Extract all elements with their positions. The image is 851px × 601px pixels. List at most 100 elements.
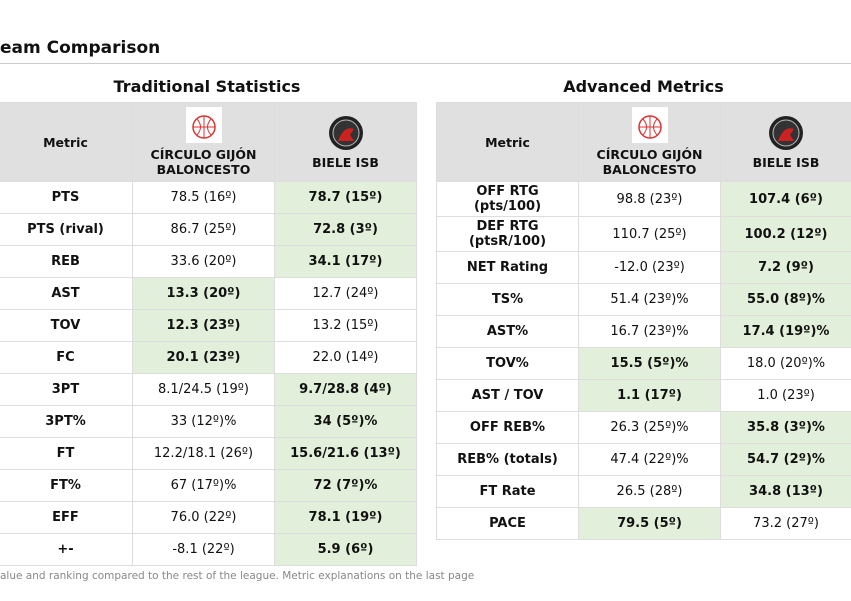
team-logo xyxy=(185,107,222,143)
metric-name: PTS xyxy=(0,181,133,214)
metric-name: REB% (totals) xyxy=(436,443,579,476)
stat-value: 86.7 (25º) xyxy=(132,213,275,246)
stat-value: 1.0 (23º) xyxy=(720,379,851,412)
stat-value: 72 (7º)% xyxy=(274,469,417,502)
stat-value: 17.4 (19º)% xyxy=(720,315,851,348)
stat-row: REB% (totals) 47.4 (22º)% 54.7 (2º)% xyxy=(436,443,851,476)
table-title: Advanced Metrics xyxy=(563,77,724,96)
stat-value: 35.8 (3º)% xyxy=(720,411,851,444)
stats-table: Metric CÍRCULO GIJÓN BALONCESTO BIELE ISB O… xyxy=(436,102,851,540)
metric-name: FT Rate xyxy=(436,475,579,508)
stat-row: DEF RTG (ptsR/100) 110.7 (25º) 100.2 (12º) xyxy=(436,216,851,252)
stat-value: 78.5 (16º) xyxy=(132,181,275,214)
stat-value: 9.7/28.8 (4º) xyxy=(274,373,417,406)
metric-name: OFF REB% xyxy=(436,411,579,444)
stat-row: NET Rating -12.0 (23º) 7.2 (9º) xyxy=(436,251,851,284)
stat-row: TS% 51.4 (23º)% 55.0 (8º)% xyxy=(436,283,851,316)
stat-value: 47.4 (22º)% xyxy=(578,443,721,476)
team-logo xyxy=(328,115,363,150)
stat-value: 15.6/21.6 (13º) xyxy=(274,437,417,470)
stat-value: 67 (17º)% xyxy=(132,469,275,502)
stat-value: 26.3 (25º)% xyxy=(578,411,721,444)
metric-name: DEF RTG (ptsR/100) xyxy=(436,216,579,252)
stat-value: 78.1 (19º) xyxy=(274,501,417,534)
stat-value: -8.1 (22º) xyxy=(132,533,275,566)
column-header: BIELE ISB xyxy=(720,102,851,182)
column-label: CÍRCULO GIJÓN BALONCESTO xyxy=(150,147,257,177)
stat-value: 12.7 (24º) xyxy=(274,277,417,310)
stat-row: TOV% 15.5 (5º)% 18.0 (20º)% xyxy=(436,347,851,380)
stat-value: 34 (5º)% xyxy=(274,405,417,438)
column-header: Metric xyxy=(0,102,133,182)
stat-value: 22.0 (14º) xyxy=(274,341,417,374)
stat-value: 33 (12º)% xyxy=(132,405,275,438)
stat-value: 107.4 (6º) xyxy=(720,181,851,217)
stats-table: Metric CÍRCULO GIJÓN BALONCESTO BIELE ISB P… xyxy=(0,102,417,566)
stat-value: 20.1 (23º) xyxy=(132,341,275,374)
stat-row: AST% 16.7 (23º)% 17.4 (19º)% xyxy=(436,315,851,348)
column-header: CÍRCULO GIJÓN BALONCESTO xyxy=(578,102,721,182)
stat-row: FT Rate 26.5 (28º) 34.8 (13º) xyxy=(436,475,851,508)
stat-value: 12.2/18.1 (26º) xyxy=(132,437,275,470)
column-label: Metric xyxy=(43,134,88,150)
stat-value: 18.0 (20º)% xyxy=(720,347,851,380)
footnote: alue and ranking compared to the rest of… xyxy=(0,570,475,582)
stat-value: 13.3 (20º) xyxy=(132,277,275,310)
metric-name: REB xyxy=(0,245,133,278)
stat-value: 51.4 (23º)% xyxy=(578,283,721,316)
metric-name: FT xyxy=(0,437,133,470)
metric-name: PTS (rival) xyxy=(0,213,133,246)
stat-value: 1.1 (17º) xyxy=(578,379,721,412)
stat-value: 13.2 (15º) xyxy=(274,309,417,342)
stat-row: REB 33.6 (20º) 34.1 (17º) xyxy=(0,245,417,278)
column-header: Metric xyxy=(436,102,579,182)
stat-row: 3PT 8.1/24.5 (19º) 9.7/28.8 (4º) xyxy=(0,373,417,406)
metric-name: 3PT xyxy=(0,373,133,406)
stat-value: 16.7 (23º)% xyxy=(578,315,721,348)
stat-row: PTS (rival) 86.7 (25º) 72.8 (3º) xyxy=(0,213,417,246)
metric-name: +- xyxy=(0,533,133,566)
stat-row: +- -8.1 (22º) 5.9 (6º) xyxy=(0,533,417,566)
stat-row: PTS 78.5 (16º) 78.7 (15º) xyxy=(0,181,417,214)
stat-row: OFF RTG (pts/100) 98.8 (23º) 107.4 (6º) xyxy=(436,181,851,217)
stat-value: 73.2 (27º) xyxy=(720,507,851,540)
team-logo xyxy=(769,115,803,150)
metric-name: AST% xyxy=(436,315,579,348)
stat-value: 76.0 (22º) xyxy=(132,501,275,534)
stat-row: OFF REB% 26.3 (25º)% 35.8 (3º)% xyxy=(436,411,851,444)
metric-name: TOV xyxy=(0,309,133,342)
metric-name: PACE xyxy=(436,507,579,540)
stat-value: 34.1 (17º) xyxy=(274,245,417,278)
stat-row: FT 12.2/18.1 (26º) 15.6/21.6 (13º) xyxy=(0,437,417,470)
column-label: BIELE ISB xyxy=(752,154,820,170)
stat-value: -12.0 (23º) xyxy=(578,251,721,284)
metric-name: FT% xyxy=(0,469,133,502)
metric-name: OFF RTG (pts/100) xyxy=(436,181,579,217)
metric-name: TS% xyxy=(436,283,579,316)
stat-row: FC 20.1 (23º) 22.0 (14º) xyxy=(0,341,417,374)
stat-row: AST 13.3 (20º) 12.7 (24º) xyxy=(0,277,417,310)
stat-value: 12.3 (23º) xyxy=(132,309,275,342)
column-header: CÍRCULO GIJÓN BALONCESTO xyxy=(132,102,275,182)
stat-value: 15.5 (5º)% xyxy=(578,347,721,380)
stat-row: PACE 79.5 (5º) 73.2 (27º) xyxy=(436,507,851,540)
stat-row: TOV 12.3 (23º) 13.2 (15º) xyxy=(0,309,417,342)
metric-name: EFF xyxy=(0,501,133,534)
metric-name: AST / TOV xyxy=(436,379,579,412)
stat-value: 72.8 (3º) xyxy=(274,213,417,246)
table-block: Traditional Statistics Metric CÍRCULO GIJÓ… xyxy=(0,74,417,566)
column-header: BIELE ISB xyxy=(274,102,417,182)
stat-value: 55.0 (8º)% xyxy=(720,283,851,316)
stat-value: 100.2 (12º) xyxy=(720,216,851,252)
stat-value: 5.9 (6º) xyxy=(274,533,417,566)
header-row: Metric CÍRCULO GIJÓN BALONCESTO BIELE ISB xyxy=(0,102,417,182)
metric-name: TOV% xyxy=(436,347,579,380)
stat-value: 54.7 (2º)% xyxy=(720,443,851,476)
stat-value: 26.5 (28º) xyxy=(578,475,721,508)
stat-value: 7.2 (9º) xyxy=(720,251,851,284)
table-block: Advanced Metrics Metric CÍRCULO GIJÓN BALO… xyxy=(436,74,851,540)
stat-value: 8.1/24.5 (19º) xyxy=(132,373,275,406)
metric-name: AST xyxy=(0,277,133,310)
stat-row: FT% 67 (17º)% 72 (7º)% xyxy=(0,469,417,502)
